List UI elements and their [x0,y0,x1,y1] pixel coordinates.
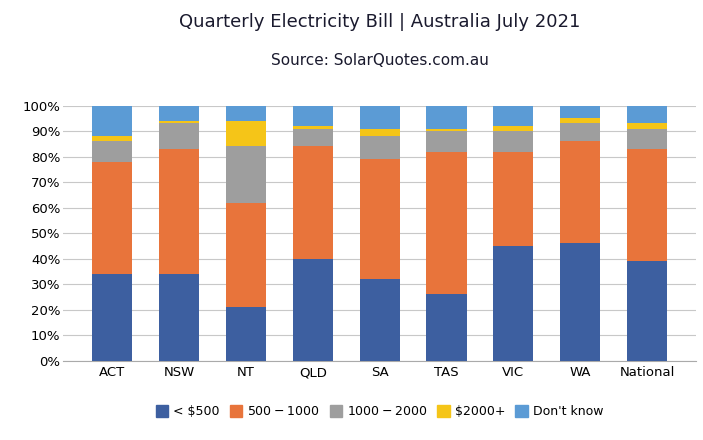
Bar [627,149,667,261]
Bar [292,259,333,361]
Bar [92,274,132,361]
Bar [627,261,667,361]
Text: Source: SolarQuotes.com.au: Source: SolarQuotes.com.au [271,53,489,68]
Bar [226,307,266,361]
Bar [560,141,600,243]
Legend: < $500, $500 - $1000, $1000- $2000, $2000+, Don't know: < $500, $500 - $1000, $1000- $2000, $200… [151,400,608,423]
Bar [292,106,333,126]
Text: Quarterly Electricity Bill | Australia July 2021: Quarterly Electricity Bill | Australia J… [179,13,580,31]
Bar [560,118,600,124]
Bar [494,246,534,361]
Bar [92,136,132,141]
Bar [92,141,132,162]
Bar [627,106,667,124]
Bar [494,151,534,246]
Bar [359,128,400,136]
Bar [92,162,132,274]
Bar [560,124,600,141]
Bar [427,106,467,128]
Bar [627,128,667,149]
Bar [494,106,534,126]
Bar [427,128,467,131]
Bar [159,121,199,124]
Bar [92,106,132,136]
Bar [427,294,467,361]
Bar [494,126,534,131]
Bar [226,202,266,307]
Bar [159,106,199,121]
Bar [226,147,266,202]
Bar [427,131,467,151]
Bar [292,147,333,259]
Bar [494,131,534,151]
Bar [226,121,266,147]
Bar [159,274,199,361]
Bar [226,106,266,121]
Bar [159,149,199,274]
Bar [427,151,467,294]
Bar [560,243,600,361]
Bar [560,106,600,118]
Bar [292,126,333,128]
Bar [627,124,667,128]
Bar [359,136,400,159]
Bar [159,124,199,149]
Bar [359,106,400,128]
Bar [292,128,333,147]
Bar [359,279,400,361]
Bar [359,159,400,279]
